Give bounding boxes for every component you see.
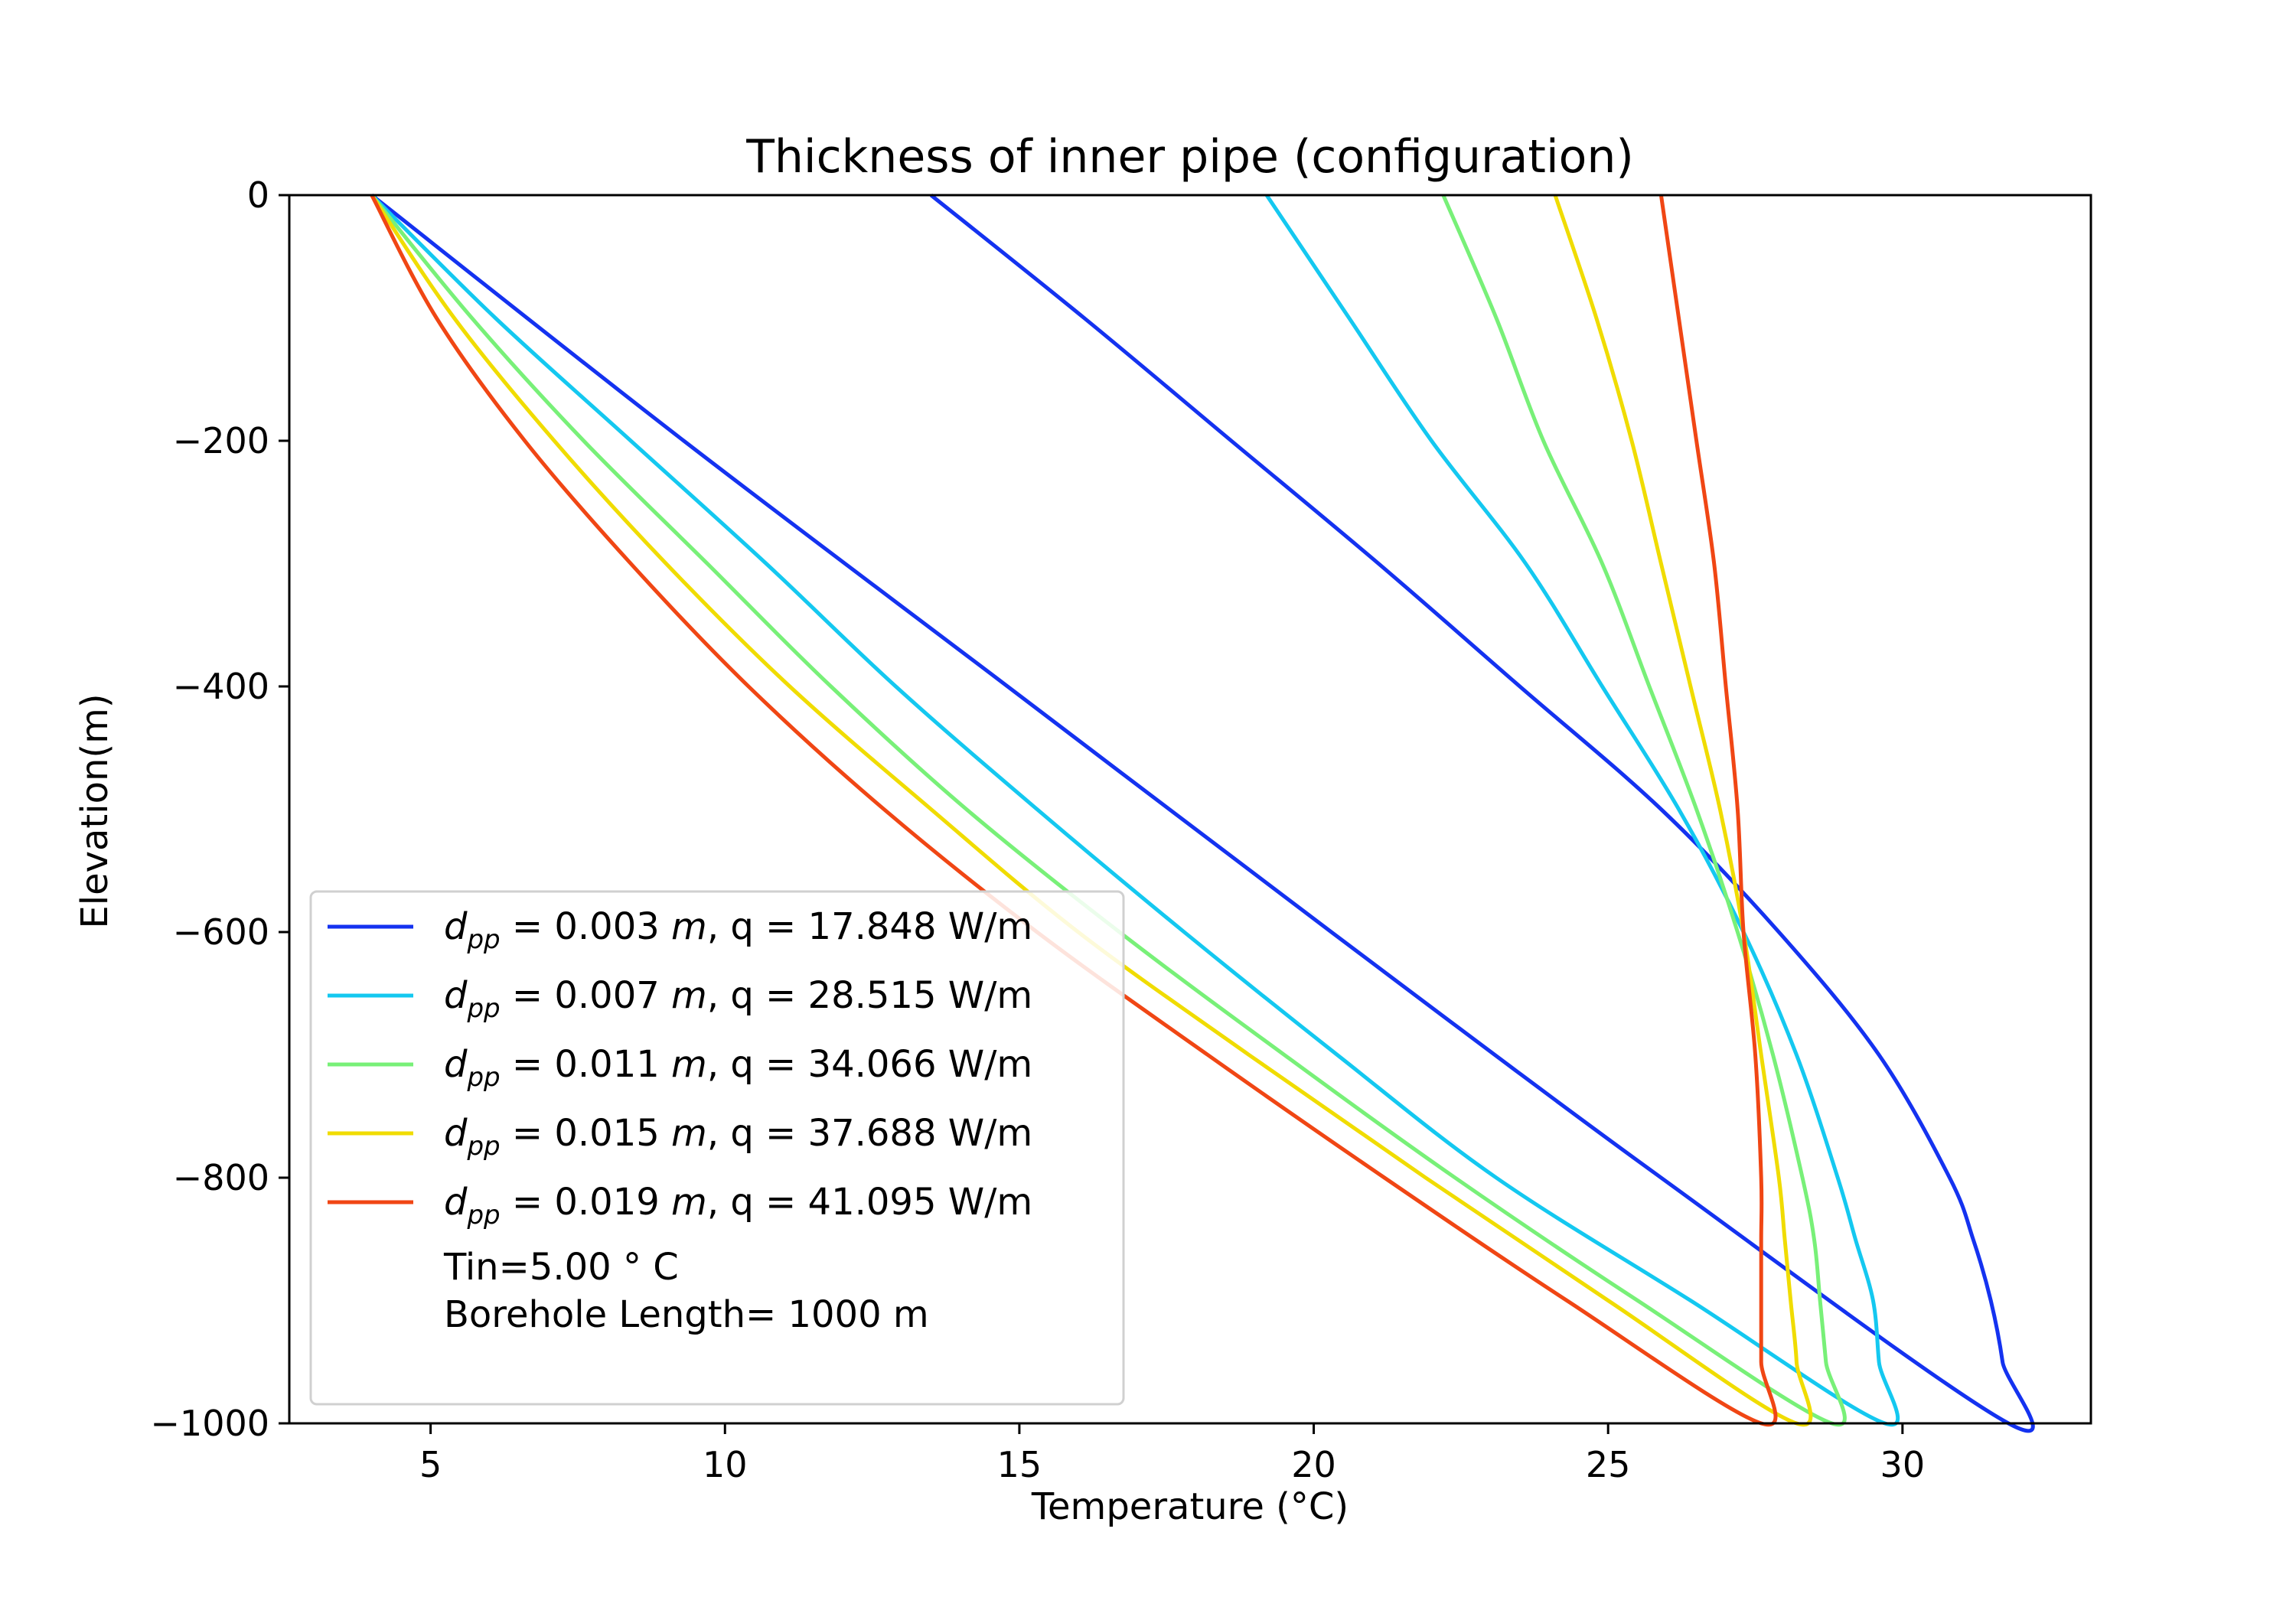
legend-label-2: dpp = 0.007 m, q = 28.515 W/m — [444, 974, 1032, 1024]
x-tick-label: 5 — [419, 1444, 442, 1485]
legend-label-4: dpp = 0.015 m, q = 37.688 W/m — [444, 1112, 1032, 1162]
legend-label-1: dpp = 0.003 m, q = 17.848 W/m — [444, 905, 1032, 955]
series-line-1 — [370, 194, 2035, 1433]
x-axis: 5 10 15 20 25 30 — [419, 1423, 1925, 1485]
y-tick-label: 0 — [247, 174, 269, 216]
legend: dpp = 0.003 m, q = 17.848 W/m dpp = 0.007… — [309, 890, 1125, 1406]
legend-annotation-2: Borehole Length= 1000 m — [444, 1293, 929, 1336]
legend-label-5: dpp = 0.019 m, q = 41.095 W/m — [444, 1181, 1032, 1231]
x-tick-label: 10 — [703, 1444, 748, 1485]
series-line-4 — [370, 194, 1813, 1427]
x-tick-label: 20 — [1291, 1444, 1336, 1485]
x-tick-label: 25 — [1586, 1444, 1631, 1485]
x-tick-label: 30 — [1880, 1444, 1926, 1485]
legend-annotation-1: Tin=5.00 ° C — [443, 1246, 679, 1289]
y-axis-label: Elevation(m) — [73, 693, 116, 928]
y-tick-label: −600 — [173, 911, 269, 953]
x-tick-label: 15 — [997, 1444, 1042, 1485]
series-line-3 — [370, 194, 1847, 1427]
y-tick-label: −200 — [173, 420, 269, 461]
axes-frame — [288, 194, 2092, 1425]
legend-box — [309, 890, 1125, 1406]
chart-title: Thickness of inner pipe (configuration) — [745, 130, 1634, 184]
series-line-5 — [370, 194, 1778, 1427]
y-tick-label: −1000 — [150, 1403, 269, 1444]
x-axis-label: Temperature (°C) — [1031, 1485, 1349, 1528]
plot-curves — [370, 194, 2035, 1433]
legend-label-3: dpp = 0.011 m, q = 34.066 W/m — [444, 1043, 1032, 1093]
y-tick-label: −400 — [173, 666, 269, 707]
y-axis: 0 −200 −400 −600 −800 −1000 — [150, 174, 289, 1444]
y-tick-label: −800 — [173, 1157, 269, 1198]
series-line-2 — [370, 194, 1900, 1427]
